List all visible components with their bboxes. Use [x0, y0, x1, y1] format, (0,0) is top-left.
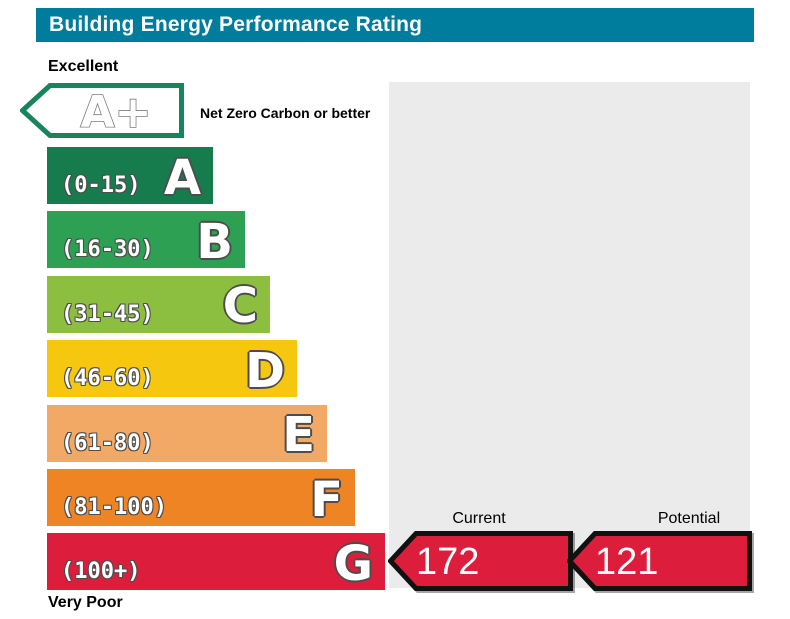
band-range-label: (46-60) [61, 366, 154, 392]
band-row-c: (31-45) C [47, 275, 270, 335]
band-letter-label: A [163, 149, 201, 206]
current-column-label: Current [452, 510, 506, 527]
band-range-label: (61-80) [61, 430, 154, 456]
band-row-g: (100+) G [47, 533, 385, 592]
band-row-d: (46-60) D [47, 340, 297, 399]
potential-column-label: Potential [657, 510, 721, 527]
current-rating-arrow: 172 [388, 531, 573, 591]
band-range-label: (16-30) [61, 237, 154, 263]
a-plus-letter: A+ [81, 87, 152, 138]
scale-top-label: Excellent [48, 58, 119, 75]
band-letter-label: E [282, 407, 315, 464]
scale-bottom-label: Very Poor [48, 594, 123, 611]
rating-bands: (0-15) A (16-30) B (31-45) C (46-60) D (… [47, 147, 385, 592]
a-plus-arrow-shape [20, 83, 184, 138]
band-a-plus-arrow: A+ [20, 83, 184, 138]
net-zero-label: Net Zero Carbon or better [200, 105, 371, 121]
current-rating-value: 172 [416, 541, 479, 583]
potential-rating-value: 121 [595, 541, 658, 583]
potential-rating-arrow: 121 [567, 531, 752, 591]
band-letter-label: D [245, 342, 285, 399]
band-row-f: (81-100) F [47, 468, 355, 528]
band-row-e: (61-80) E [47, 404, 327, 464]
band-range-label: (0-15) [61, 173, 141, 198]
band-letter-label: F [310, 471, 343, 528]
band-letter-label: C [222, 278, 258, 335]
current-arrow-shape [388, 531, 573, 591]
band-letter-label: B [196, 213, 233, 270]
band-letter-label: G [333, 535, 373, 592]
page-title: Building Energy Performance Rating [49, 13, 423, 36]
chart-header: Building Energy Performance Rating [36, 8, 754, 42]
band-range-label: (31-45) [61, 301, 154, 327]
band-row-a: (0-15) A [47, 147, 213, 204]
band-row-b: (16-30) B [47, 211, 245, 270]
band-range-label: (81-100) [61, 494, 167, 520]
band-range-label: (100+) [61, 559, 141, 585]
potential-arrow-shape [567, 531, 752, 591]
rating-columns-panel [389, 82, 750, 588]
